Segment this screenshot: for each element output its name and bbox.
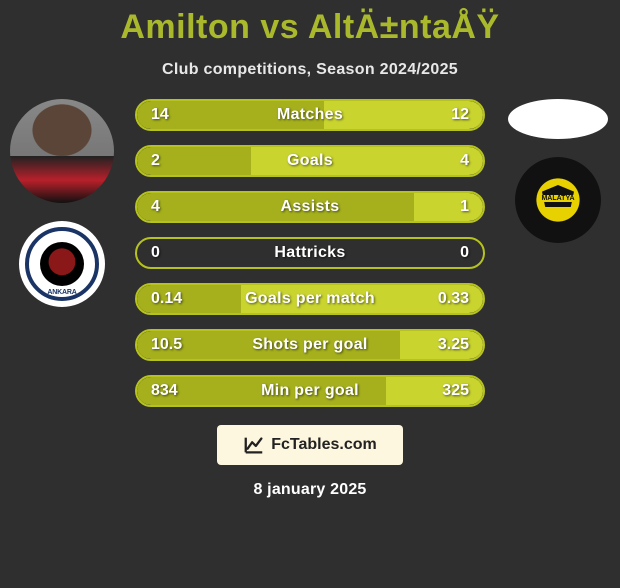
stat-right-value: 12	[451, 106, 469, 124]
stat-bar: 834Min per goal325	[135, 375, 485, 407]
left-player-photo	[10, 99, 114, 203]
stat-label: Goals per match	[137, 290, 483, 308]
right-column: MALATYA	[503, 99, 613, 243]
stat-right-value: 0	[460, 244, 469, 262]
page-title: Amilton vs AltÄ±ntaÅŸ	[0, 8, 620, 47]
footer-brand-text: FcTables.com	[271, 436, 377, 454]
stat-right-value: 1	[460, 198, 469, 216]
stat-label: Shots per goal	[137, 336, 483, 354]
stat-label: Min per goal	[137, 382, 483, 400]
left-club-label: ANKARA	[19, 289, 105, 296]
left-club-logo: ANKARA	[19, 221, 105, 307]
footer-brand: FcTables.com	[217, 425, 403, 465]
stat-bar: 10.5Shots per goal3.25	[135, 329, 485, 361]
chart-icon	[243, 434, 265, 456]
stat-label: Hattricks	[137, 244, 483, 262]
stat-bar: 4Assists1	[135, 191, 485, 223]
stat-label: Matches	[137, 106, 483, 124]
stat-right-value: 3.25	[438, 336, 469, 354]
stat-bar: 14Matches12	[135, 99, 485, 131]
date-text: 8 january 2025	[0, 481, 620, 499]
stat-label: Goals	[137, 152, 483, 170]
comparison-container: ANKARA 14Matches122Goals44Assists10Hattr…	[0, 99, 620, 407]
stats-bars: 14Matches122Goals44Assists10Hattricks00.…	[135, 99, 485, 407]
stat-bar: 0Hattricks0	[135, 237, 485, 269]
stat-label: Assists	[137, 198, 483, 216]
stat-bar: 0.14Goals per match0.33	[135, 283, 485, 315]
right-player-photo	[508, 99, 608, 139]
right-club-label: MALATYA	[538, 195, 577, 202]
stat-right-value: 4	[460, 152, 469, 170]
stat-bar: 2Goals4	[135, 145, 485, 177]
right-club-logo: MALATYA	[515, 157, 601, 243]
subtitle: Club competitions, Season 2024/2025	[0, 61, 620, 79]
stat-right-value: 0.33	[438, 290, 469, 308]
stat-right-value: 325	[442, 382, 469, 400]
left-column: ANKARA	[7, 99, 117, 307]
